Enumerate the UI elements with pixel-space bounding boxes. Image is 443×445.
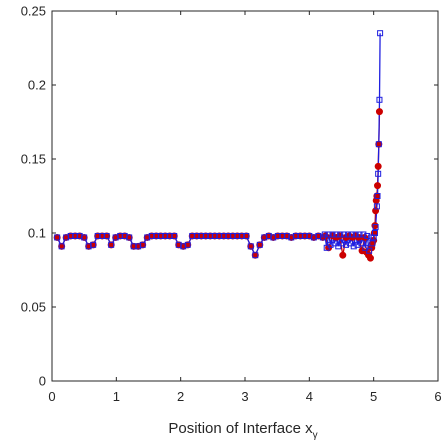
y-tick-label: 0.25 — [21, 4, 46, 19]
data-point-square — [54, 234, 61, 241]
data-point-square — [376, 96, 383, 103]
data-point-circle — [339, 251, 347, 259]
data-point-square — [252, 252, 259, 259]
data-point-square — [108, 241, 115, 248]
data-point-square — [371, 230, 378, 236]
data-point-square — [184, 241, 191, 248]
x-axis-title: Position of Interface xγ — [168, 420, 317, 441]
data-point-square — [344, 231, 351, 238]
data-point-square — [325, 231, 332, 238]
data-point-square — [126, 234, 133, 241]
data-point-square — [348, 231, 355, 238]
data-point-square — [171, 232, 178, 239]
data-point-square — [329, 231, 336, 238]
data-point-square — [321, 231, 328, 238]
data-point-square — [373, 203, 380, 210]
series-markers — [53, 30, 384, 262]
data-point-square — [358, 240, 365, 247]
data-point-circle — [375, 108, 383, 116]
x-tick-label: 0 — [48, 389, 55, 404]
x-tick-label: 5 — [370, 389, 377, 404]
data-point-square — [366, 247, 373, 254]
data-point-square — [364, 232, 371, 239]
data-point-square — [337, 231, 344, 238]
x-axis-title-main: Position of Interface x — [168, 420, 313, 437]
data-point-square — [327, 241, 334, 248]
data-point-square — [339, 240, 346, 247]
data-point-square — [333, 231, 340, 238]
y-tick-label: 0.2 — [28, 78, 46, 93]
data-point-square — [372, 224, 379, 231]
x-axis-title-subscript: γ — [313, 430, 318, 441]
data-point-square — [369, 240, 376, 247]
data-point-circle — [374, 182, 382, 190]
data-point-square — [356, 231, 363, 238]
data-point-square — [354, 241, 361, 248]
data-point-square — [352, 231, 359, 238]
data-point-square — [350, 243, 357, 250]
data-point-square — [360, 231, 367, 238]
data-point-square — [343, 241, 350, 248]
data-point-square — [374, 193, 381, 199]
x-axis-ticks: 0 1 2 3 4 5 6 — [48, 11, 442, 404]
data-point-circle — [374, 162, 382, 170]
data-point-square — [247, 243, 254, 250]
y-tick-label: 0.15 — [21, 152, 46, 167]
data-point-square — [377, 30, 384, 37]
data-point-square — [341, 231, 348, 238]
data-point-square — [370, 234, 377, 241]
y-tick-label: 0 — [39, 374, 46, 389]
data-point-square — [90, 241, 97, 248]
data-point-square — [375, 170, 382, 177]
data-point-square — [81, 234, 88, 241]
y-tick-label: 0.1 — [28, 226, 46, 241]
data-point-square — [375, 141, 382, 148]
x-tick-label: 4 — [306, 389, 313, 404]
data-point-square — [243, 232, 250, 239]
data-point-circle — [366, 254, 374, 262]
x-tick-label: 1 — [113, 389, 120, 404]
data-point-square — [103, 232, 110, 239]
data-point-square — [58, 243, 65, 250]
y-axis-ticks: 0 0.05 0.1 0.15 0.2 0.25 — [21, 4, 438, 389]
x-tick-label: 3 — [241, 389, 248, 404]
x-tick-label: 6 — [434, 389, 441, 404]
y-tick-label: 0.05 — [21, 300, 46, 315]
data-point-square — [139, 241, 146, 248]
data-point-square — [256, 241, 263, 248]
x-tick-label: 2 — [177, 389, 184, 404]
